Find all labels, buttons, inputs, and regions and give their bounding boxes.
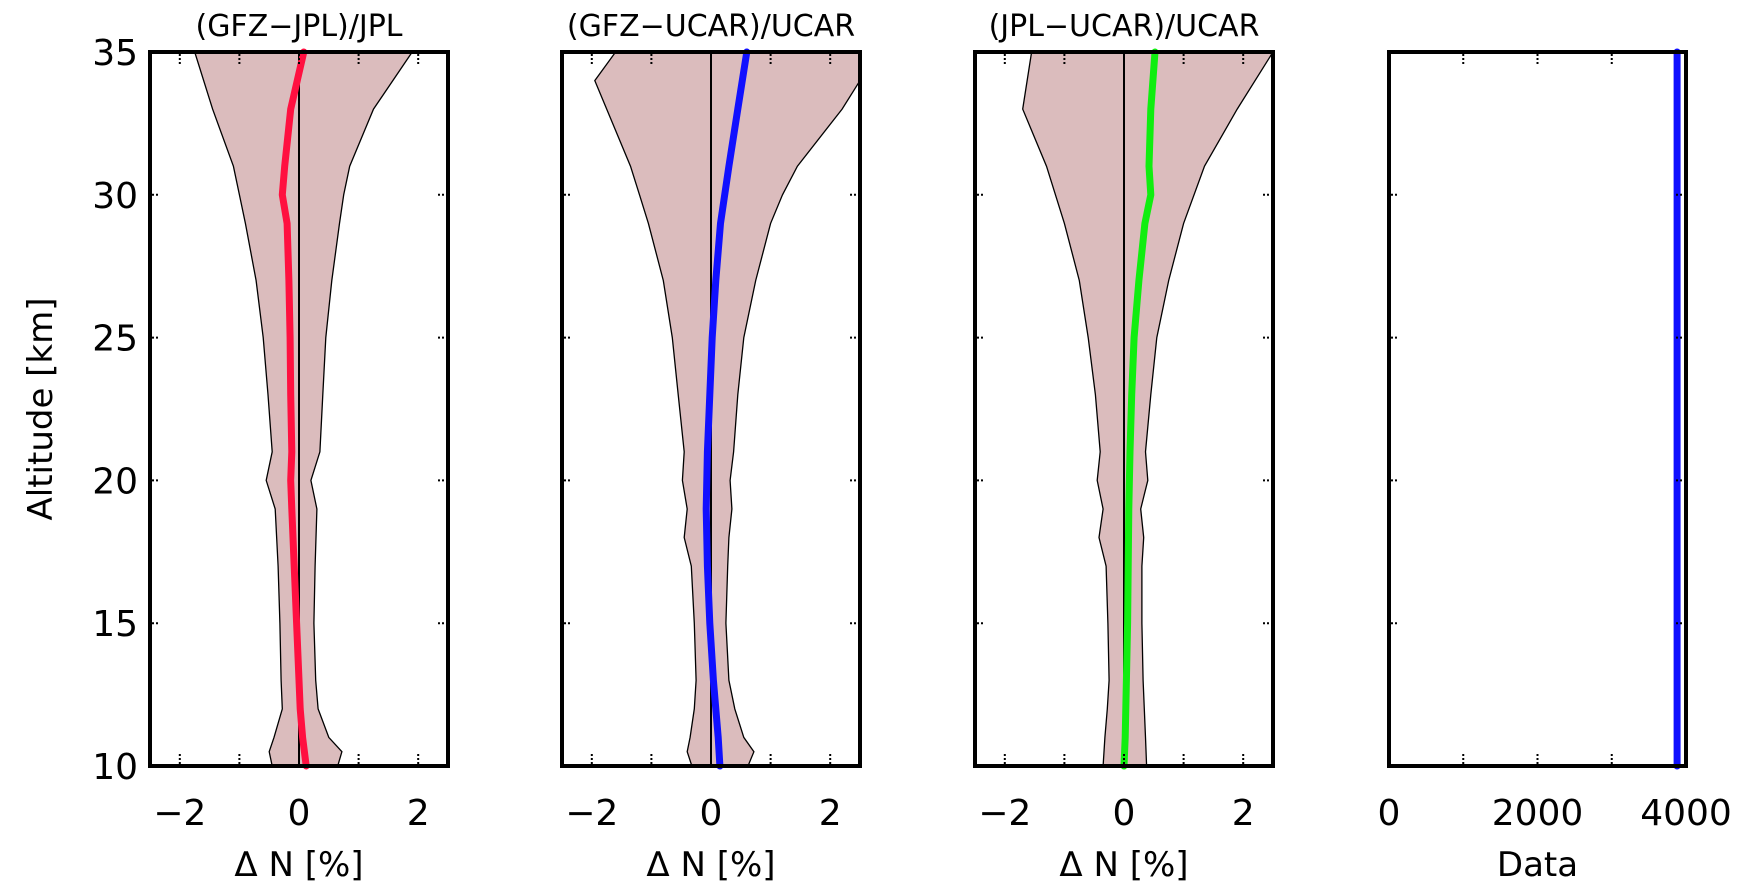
panel-4: 0 2000 4000 Data [1378, 48, 1732, 885]
plot-frame [560, 50, 862, 768]
x-tick-label: 4000 [1640, 793, 1732, 834]
mean-line [702, 48, 751, 770]
x-tick-label: −2 [153, 793, 206, 834]
x-tick-label: 2 [407, 793, 430, 834]
x-tick-label: 0 [288, 793, 311, 834]
x-tick-label: 2 [1232, 793, 1255, 834]
panel-title: (GFZ−JPL)/JPL [195, 9, 402, 44]
x-tick-label: 2 [819, 793, 842, 834]
y-tick-label: 20 [92, 461, 138, 502]
mean-line [1120, 48, 1159, 770]
x-axis-label: Δ N [%] [646, 845, 775, 885]
x-tick-label: −2 [565, 793, 618, 834]
y-tick-label: 25 [92, 319, 138, 360]
y-axis-label: Altitude [km] [21, 297, 61, 520]
x-tick-label: 2000 [1492, 793, 1584, 834]
panel-3: −2 0 2 (JPL−UCAR)/UCAR Δ N [%] [973, 9, 1275, 885]
x-axis-label: Δ N [%] [234, 845, 363, 885]
y-tick-label: 35 [92, 33, 138, 74]
x-axis-label: Δ N [%] [1059, 845, 1188, 885]
panel-1: −2 0 2 10 15 20 25 30 35 (GFZ−JPL)/JPL Δ N [%] Alti… [21, 9, 450, 885]
y-tick-label: 15 [92, 604, 138, 645]
plot-frame [1387, 50, 1688, 768]
mean-line [278, 48, 310, 770]
x-tick-label: 0 [1113, 793, 1136, 834]
y-tick-label: 10 [92, 747, 138, 788]
y-tick-label: 30 [92, 176, 138, 217]
panel-title: (JPL−UCAR)/UCAR [989, 9, 1260, 44]
panel-title: (GFZ−UCAR)/UCAR [567, 9, 855, 44]
panel-2: −2 0 2 (GFZ−UCAR)/UCAR Δ N [%] [560, 9, 862, 885]
x-tick-label: −2 [978, 793, 1031, 834]
x-axis-label: Data [1497, 845, 1578, 885]
x-tick-label: 0 [1378, 793, 1401, 834]
plot-frame [973, 50, 1275, 768]
x-tick-label: 0 [700, 793, 723, 834]
spread-band [193, 51, 414, 767]
plot-frame [148, 50, 450, 768]
